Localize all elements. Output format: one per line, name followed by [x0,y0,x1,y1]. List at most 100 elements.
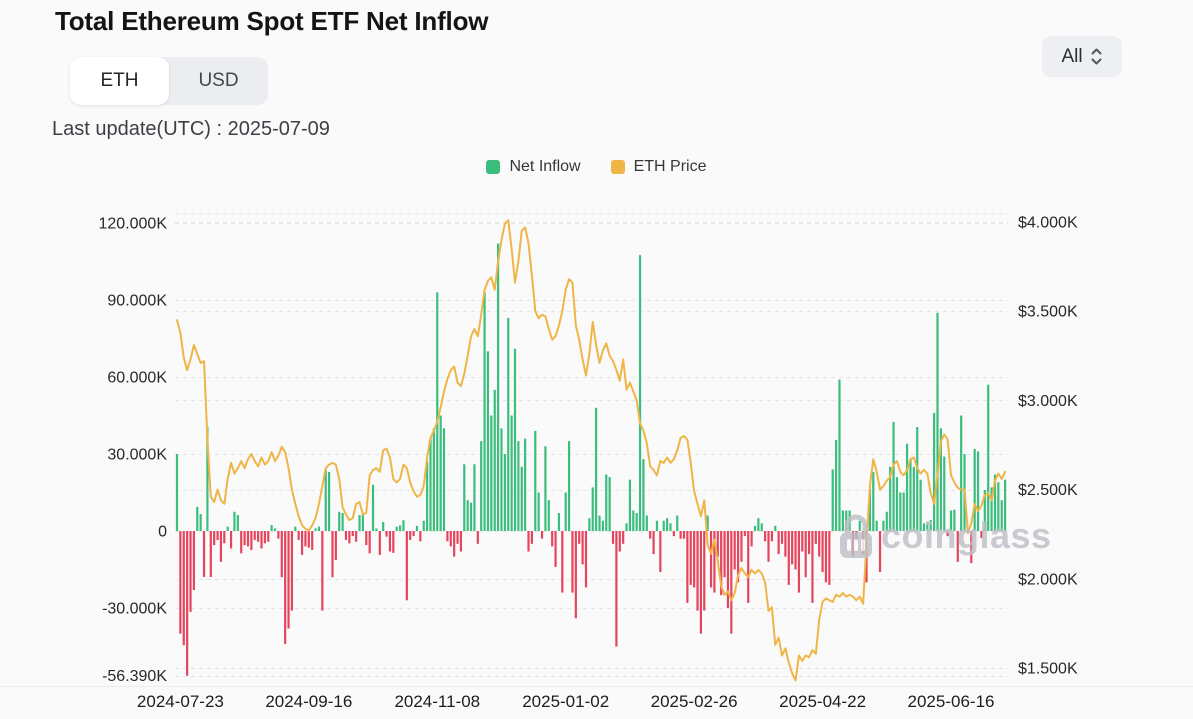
y-axis-label-right: $3.500K [1018,304,1078,321]
bar [206,427,209,531]
bar [500,428,503,531]
bar [422,520,425,531]
bar [642,459,645,531]
bar [574,531,577,619]
y-axis-label-left: -30.000K [102,601,167,618]
bar [348,531,351,544]
bar [226,526,229,531]
bar [848,510,851,531]
bar [277,531,280,539]
bar [355,531,358,542]
x-axis-label: 2024-09-16 [265,692,352,711]
bar [216,531,219,540]
bar [632,510,635,531]
bar [801,531,804,552]
y-axis-label-right: $4.000K [1018,215,1078,232]
bar [199,514,202,531]
bar [882,520,885,531]
bar [659,531,662,573]
legend-item-net-inflow[interactable]: Net Inflow [486,158,581,176]
y-axis-label-left: 120.000K [98,216,167,233]
bar [662,520,665,531]
bar [202,531,206,577]
bar [926,521,929,531]
bar [436,292,439,531]
bar [439,415,442,531]
bar [314,528,317,531]
y-axis-label-right: $2.500K [1018,482,1078,499]
bar [196,506,199,531]
bar [537,492,540,531]
bar [601,520,604,531]
bar [885,511,888,531]
bar [669,523,672,531]
bar [419,531,422,542]
bar [429,438,432,531]
eth-toggle-button[interactable]: ETH [70,57,169,105]
axis-labels: 120.000K 90.000K 60.000K 30.000K 0 -30.000K -5… [98,215,1077,712]
usd-toggle-button[interactable]: USD [198,70,239,91]
bar [328,471,331,531]
range-select-value: All [1061,45,1083,67]
bar [878,531,882,573]
bar [682,531,686,539]
bar [253,531,256,540]
bar [797,531,801,593]
range-select[interactable]: All [1042,36,1122,77]
chart-legend: Net Inflow ETH Price [0,158,1193,176]
eth-price-swatch [610,160,625,174]
bar [912,466,915,531]
bar [855,531,858,542]
bar [899,492,902,531]
bar [591,487,594,531]
bar [997,482,1000,531]
bar [760,523,763,531]
bar [933,412,936,531]
bar [676,515,679,531]
bar [868,489,871,531]
bar [723,531,726,578]
bar [939,428,942,531]
bar [557,513,561,531]
bar [598,515,601,531]
grid-lines [0,213,1193,687]
bar [638,255,642,531]
y-axis-label-left: -56.390K [102,668,167,685]
bar [666,518,669,531]
bar [290,531,294,611]
bar [821,531,824,573]
bar [378,531,381,555]
bar [304,531,307,547]
x-axis-label: 2025-02-26 [651,692,738,711]
bar [375,528,378,531]
bar [845,510,848,531]
bar [875,520,878,531]
bar [987,384,990,531]
bar [385,531,388,537]
bar [371,484,375,531]
legend-item-eth-price[interactable]: ETH Price [610,158,707,176]
bar [689,531,692,585]
y-axis-label-right: $1.500K [1018,661,1078,678]
y-axis-label-right: $3.000K [1018,393,1078,410]
bar [804,531,807,578]
bar [1004,479,1007,531]
bar [270,525,273,531]
bar [564,492,567,531]
bar [398,525,402,531]
bar [780,531,784,544]
bar [922,523,926,531]
bar [250,531,253,550]
bar [192,531,195,591]
bar [294,526,297,531]
bar [551,531,554,547]
bar [892,421,895,531]
bar [517,441,520,531]
bar [175,454,179,531]
bar [402,520,405,531]
bar [561,531,564,593]
bar [588,518,591,531]
bar [628,479,632,531]
net-inflow-bars [175,243,1007,676]
